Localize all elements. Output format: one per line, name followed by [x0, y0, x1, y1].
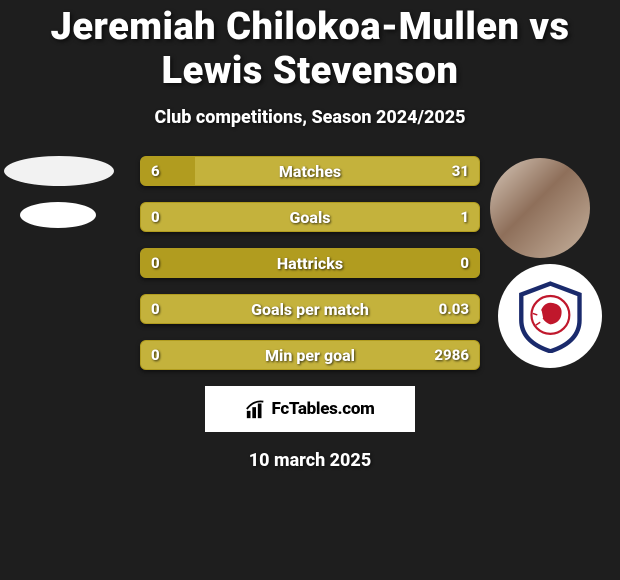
comparison-chart: 631Matches 01Goals 00Hattricks 00.03Goals p…: [0, 156, 620, 386]
stat-bar-row: 01Goals: [140, 202, 480, 232]
stat-bar-row: 02986Min per goal: [140, 340, 480, 370]
brand-badge: FcTables.com: [205, 386, 415, 432]
bar-label: Goals per match: [141, 295, 479, 323]
date-text: 10 march 2025: [0, 450, 620, 471]
brand-text: FcTables.com: [271, 399, 374, 419]
player-left-avatar: [4, 156, 114, 186]
stat-bar-row: 631Matches: [140, 156, 480, 186]
player-right-avatar: [490, 158, 590, 258]
subtitle: Club competitions, Season 2024/2025: [0, 107, 620, 128]
player-left-club-badge: [20, 202, 96, 228]
stat-bar-row: 00.03Goals per match: [140, 294, 480, 324]
stat-bar-row: 00Hattricks: [140, 248, 480, 278]
player-right-club-badge: [498, 264, 602, 368]
shield-lion-icon: [514, 280, 587, 353]
bars-container: 631Matches 01Goals 00Hattricks 00.03Goals p…: [140, 156, 480, 386]
page-title: Jeremiah Chilokoa-Mullen vs Lewis Steven…: [0, 0, 620, 93]
bar-label: Hattricks: [141, 249, 479, 277]
bars-logo-icon: [245, 398, 267, 420]
bar-label: Matches: [141, 157, 479, 185]
bar-label: Min per goal: [141, 341, 479, 369]
bar-label: Goals: [141, 203, 479, 231]
